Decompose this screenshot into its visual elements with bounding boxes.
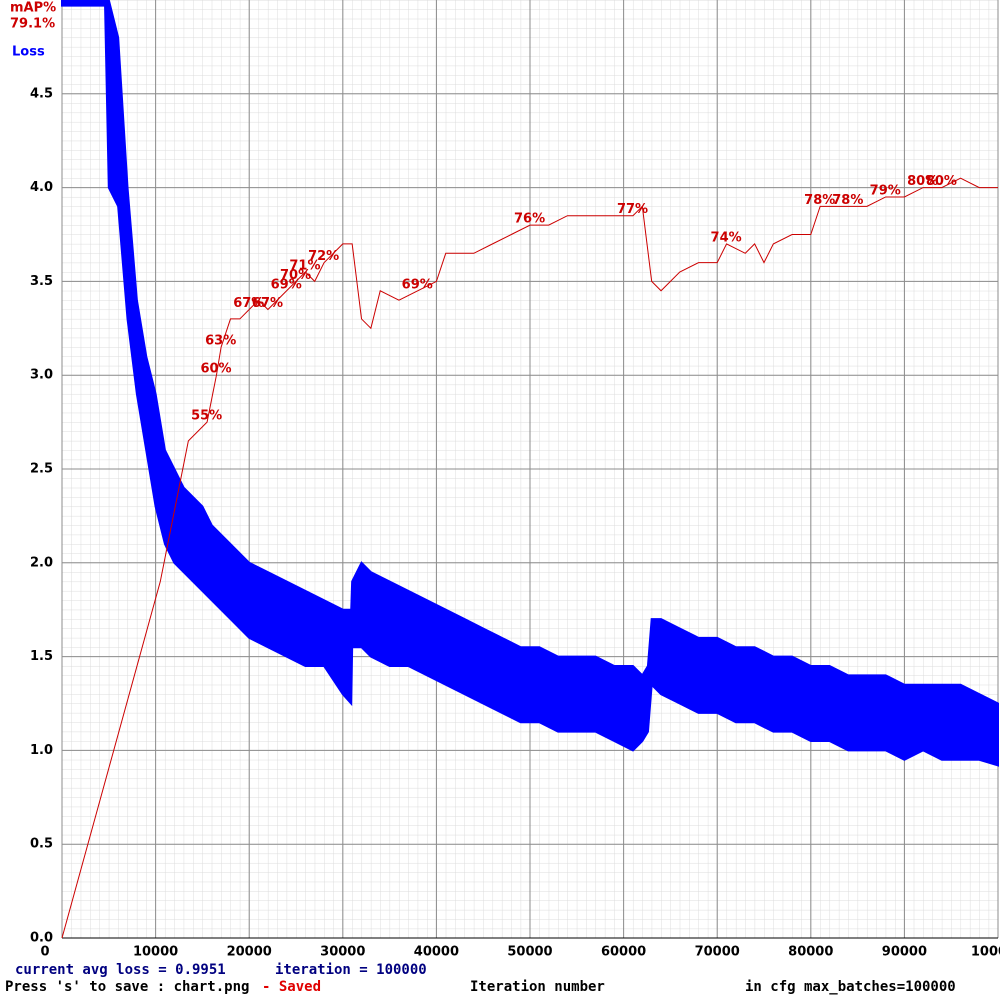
map-label: 79% <box>870 183 901 198</box>
loss-band <box>61 0 999 767</box>
map-label: 77% <box>617 202 648 217</box>
x-tick-label: 10000 <box>133 945 178 960</box>
y-tick-label: 3.5 <box>30 274 53 289</box>
y-tick-label: 0.0 <box>30 931 53 946</box>
map-label: 80% <box>926 174 957 189</box>
status-cfg: in cfg max_batches=100000 <box>745 979 956 995</box>
map-label: 78% <box>832 193 863 208</box>
y-tick-label: 4.0 <box>30 180 53 195</box>
map-label: 63% <box>205 334 236 349</box>
major-grid <box>61 0 999 939</box>
map-label: 55% <box>191 409 222 424</box>
map-label: 72% <box>308 249 339 264</box>
y-tick-label: 1.5 <box>30 649 53 664</box>
x-tick-label: 50000 <box>507 945 552 960</box>
map-current: 79.1% <box>10 17 55 32</box>
x-tick-label: 30000 <box>320 945 365 960</box>
y-tick-label: 3.0 <box>30 368 53 383</box>
map-label: 67% <box>233 296 264 311</box>
map-label: 69% <box>271 277 302 292</box>
plot <box>61 0 999 939</box>
status-loss: current avg loss = 0.9951 <box>15 962 226 978</box>
x-tick-label: 80000 <box>788 945 833 960</box>
map-label: 80% <box>907 174 938 189</box>
map-title: mAP% <box>10 1 56 16</box>
x-axis-title: Iteration number <box>470 979 605 995</box>
y-tick-label: 2.5 <box>30 462 53 477</box>
map-label: 71% <box>289 259 320 274</box>
y-tick-label: 2.0 <box>30 555 53 570</box>
map-label: 76% <box>514 212 545 227</box>
map-label: 70% <box>280 268 311 283</box>
x-tick-label: 100000 <box>971 945 1000 960</box>
y-tick-label: 0.5 <box>30 837 53 852</box>
map-label: 60% <box>200 362 231 377</box>
y-tick-label: 4.5 <box>30 86 53 101</box>
map-line <box>61 177 998 939</box>
x-tick-label: 20000 <box>227 945 272 960</box>
x-tick-label: 70000 <box>695 945 740 960</box>
map-label: 69% <box>402 277 433 292</box>
x-tick-label: 0 <box>40 945 49 960</box>
status-iteration: iteration = 100000 <box>275 962 427 978</box>
y-tick-label: 1.0 <box>30 743 53 758</box>
x-tick-label: 40000 <box>414 945 459 960</box>
map-label: 74% <box>711 230 742 245</box>
map-label: 67% <box>252 296 283 311</box>
labels: 0.0 0.5 1.0 1.5 2.0 2.5 3.0 3.5 4.0 4.5 0 10000 2000… <box>30 86 1000 959</box>
x-tick-label: 60000 <box>601 945 646 960</box>
x-tick-label: 90000 <box>882 945 927 960</box>
map-label: 78% <box>804 193 835 208</box>
status-save: Press 's' to save : chart.png <box>5 979 249 995</box>
loss-label: Loss <box>12 45 45 60</box>
status-saved: - Saved <box>262 979 321 995</box>
